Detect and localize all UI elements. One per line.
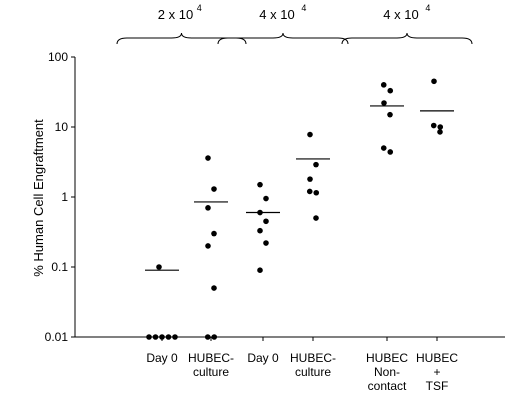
data-point xyxy=(437,124,444,130)
x-category-label-line: Day 0 xyxy=(247,351,279,365)
data-point xyxy=(313,215,319,221)
x-category-label-line: contact xyxy=(368,379,407,393)
group-label: 4 x 10 xyxy=(383,7,418,22)
x-category-label-line: HUBEC xyxy=(366,351,408,365)
data-point xyxy=(431,78,437,85)
data-point xyxy=(172,334,178,340)
y-tick-label: 0.01 xyxy=(45,330,69,344)
group-label: 2 x 10 xyxy=(158,7,193,22)
data-point xyxy=(257,181,263,188)
group-bracket xyxy=(217,32,349,45)
x-category-label: HUBEC Non-contact xyxy=(366,351,408,393)
y-axis-ticks: 100 10 1 0.1 0.01 xyxy=(45,50,75,344)
x-category-label: HUBEC + TSF xyxy=(416,351,458,393)
data-point xyxy=(380,82,387,88)
x-category-label: HUBEC-culture xyxy=(188,351,234,379)
data-point xyxy=(313,189,320,196)
data-point xyxy=(211,230,217,237)
data-point xyxy=(306,188,313,195)
x-category-label-line: culture xyxy=(193,365,229,379)
data-point xyxy=(387,111,393,118)
y-tick-label: 0.1 xyxy=(51,260,68,274)
data-point xyxy=(204,334,211,340)
x-category-label-line: TSF xyxy=(426,379,449,393)
x-category-label-line: culture xyxy=(295,365,331,379)
data-point xyxy=(165,334,172,340)
data-point xyxy=(381,100,387,106)
x-category-label: HUBEC-culture xyxy=(290,351,336,379)
data-point xyxy=(307,176,313,182)
data-point xyxy=(257,227,263,234)
data-point xyxy=(263,195,269,202)
group-label-exponent: 4 xyxy=(197,3,202,13)
group-label-exponent: 4 xyxy=(301,3,306,13)
data-point xyxy=(159,334,165,340)
group-brackets: 2 x 10 4 4 x 10 4 4 x 10 4 xyxy=(116,3,473,45)
x-category-label-line: HUBEC- xyxy=(188,351,234,365)
x-category-label: Day 0 xyxy=(247,351,279,365)
data-point xyxy=(211,285,217,291)
data-point xyxy=(430,122,437,129)
y-tick-label: 10 xyxy=(55,120,69,134)
axes xyxy=(74,57,505,341)
x-category-label-line: HUBEC xyxy=(416,351,458,365)
data-point xyxy=(307,131,313,138)
mean-lines xyxy=(145,105,454,271)
y-axis-label: % Human Cell Engraftment xyxy=(31,119,46,277)
x-category-label-line: HUBEC- xyxy=(290,351,336,365)
data-point xyxy=(211,186,217,192)
data-point xyxy=(313,161,319,168)
data-point xyxy=(437,129,443,135)
y-tick-label: 100 xyxy=(48,50,68,64)
data-point xyxy=(257,267,263,274)
group-label: 4 x 10 xyxy=(259,7,294,22)
data-point xyxy=(152,334,159,340)
data-points xyxy=(146,78,444,340)
data-point xyxy=(257,209,263,216)
group-bracket xyxy=(341,32,473,45)
data-point xyxy=(156,264,162,270)
data-point xyxy=(205,205,211,211)
data-point xyxy=(205,155,211,161)
data-point xyxy=(211,334,218,340)
group-label-exponent: 4 xyxy=(425,3,430,13)
data-point xyxy=(380,145,387,151)
data-point xyxy=(146,334,152,340)
data-point xyxy=(387,87,394,94)
data-point xyxy=(387,149,394,155)
data-point xyxy=(205,243,211,249)
data-point xyxy=(263,218,269,225)
x-category-label-line: Day 0 xyxy=(146,351,178,365)
x-category-label: Day 0 xyxy=(146,351,178,365)
x-category-label-line: + xyxy=(433,365,440,379)
data-point xyxy=(263,240,269,246)
x-category-label-line: Non- xyxy=(374,365,400,379)
y-tick-label: 1 xyxy=(61,190,68,204)
